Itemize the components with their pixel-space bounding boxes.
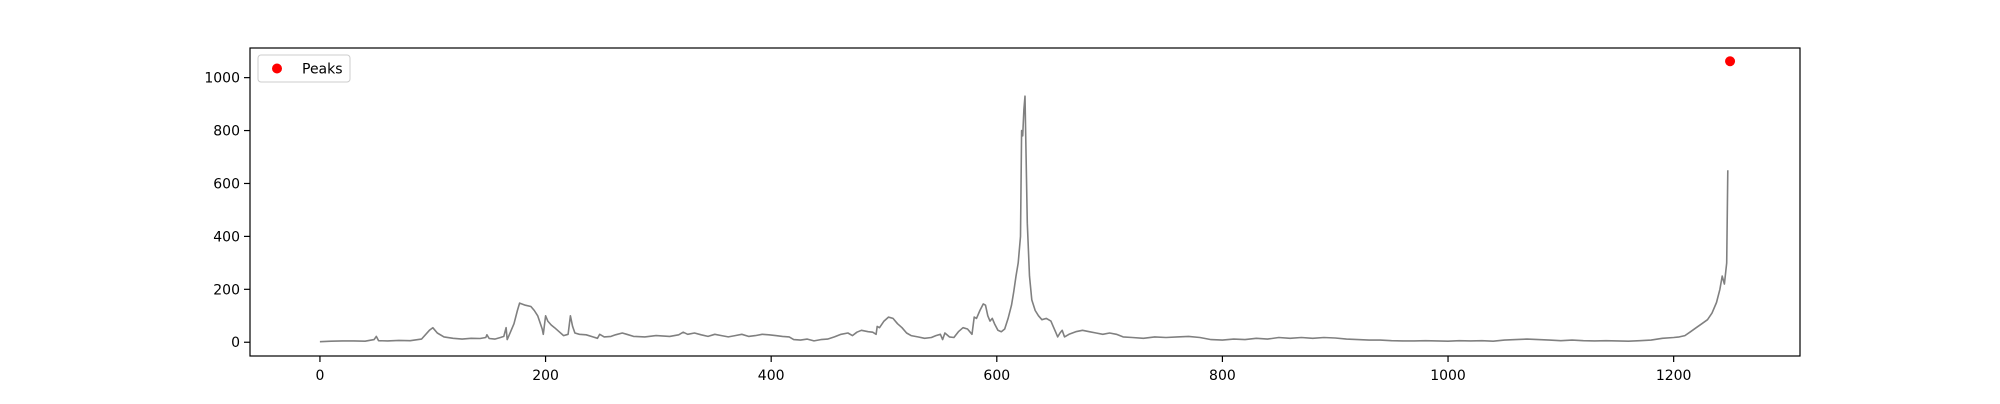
x-tick-label: 800 — [1209, 368, 1236, 384]
x-tick-label: 600 — [983, 368, 1010, 384]
plot-area — [249, 47, 1801, 357]
y-tick-label: 0 — [231, 335, 240, 351]
x-tick-label: 200 — [532, 368, 559, 384]
y-axis: 0 200 400 600 800 1000 — [204, 71, 250, 351]
legend-box — [257, 54, 351, 83]
y-tick-label: 600 — [213, 176, 240, 192]
peak-marker — [1725, 56, 1736, 67]
x-tick-label: 1200 — [1656, 368, 1692, 384]
y-tick-label: 200 — [213, 282, 240, 298]
legend-label: Peaks — [302, 62, 343, 78]
y-tick-label: 400 — [213, 229, 240, 245]
legend-marker — [272, 63, 282, 74]
x-axis: 0 200 400 600 800 1000 1200 — [315, 356, 1691, 384]
x-tick-label: 1000 — [1430, 368, 1466, 384]
y-tick-label: 800 — [213, 124, 240, 140]
x-tick-label: 0 — [315, 368, 324, 384]
series-layer — [319, 56, 1736, 343]
signal-line — [319, 95, 1729, 343]
legend: Peaks — [257, 54, 351, 83]
x-tick-label: 400 — [758, 368, 785, 384]
y-tick-label: 1000 — [204, 71, 240, 87]
